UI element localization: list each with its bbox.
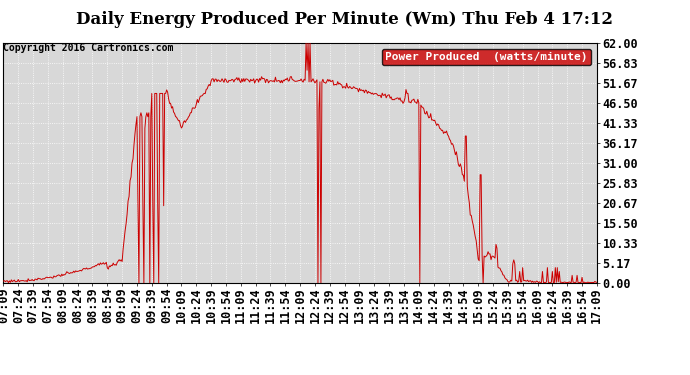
- Text: Copyright 2016 Cartronics.com: Copyright 2016 Cartronics.com: [3, 43, 174, 53]
- Legend: Power Produced  (watts/minute): Power Produced (watts/minute): [382, 49, 591, 65]
- Text: Daily Energy Produced Per Minute (Wm) Thu Feb 4 17:12: Daily Energy Produced Per Minute (Wm) Th…: [77, 11, 613, 28]
